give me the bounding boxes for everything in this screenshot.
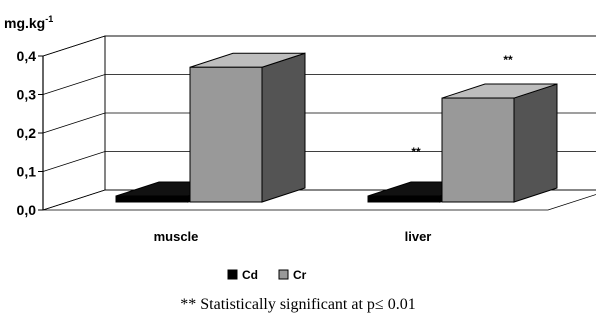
legend-label: Cd — [242, 268, 258, 282]
gridline — [42, 74, 596, 95]
bar-cr-muscle — [189, 52, 306, 203]
y-tick-label: 0,1 — [17, 164, 37, 180]
chart-bars — [115, 52, 558, 203]
bar-front — [189, 66, 263, 203]
chart-legend: Cd Cr — [227, 268, 307, 282]
bar-side — [513, 83, 558, 203]
x-tick-label: liver — [405, 229, 432, 244]
chart-annotations: ** ** — [411, 53, 513, 159]
bar-front — [367, 195, 441, 203]
bar-front — [115, 195, 189, 203]
bar-front — [441, 97, 515, 203]
significance-marker: ** — [411, 145, 421, 159]
legend-item-cr: Cr — [278, 268, 307, 282]
y-axis-ticks: 0,0 0,1 0,2 0,3 0,4 — [17, 48, 43, 218]
legend-item-cd: Cd — [227, 268, 258, 282]
y-tick-label: 0,4 — [17, 48, 37, 64]
footnote: ** Statistically significant at p≤ 0.01 — [180, 296, 416, 313]
bar-cr-liver — [441, 83, 558, 203]
y-tick-label: 0,0 — [17, 202, 37, 218]
y-axis-title: mg.kg-1 — [4, 14, 53, 31]
legend-swatch — [278, 269, 289, 280]
floor — [42, 189, 596, 211]
chart: 0,0 0,1 0,2 0,3 0,4 muscle liver ** ** mg.kg-1… — [4, 14, 596, 282]
significance-marker: ** — [503, 53, 513, 67]
x-tick-label: muscle — [154, 229, 199, 244]
y-tick-label: 0,2 — [17, 125, 37, 141]
y-tick-label: 0,3 — [17, 87, 37, 103]
legend-swatch — [227, 269, 238, 280]
bar-side — [261, 52, 306, 203]
x-axis-labels: muscle liver — [154, 229, 432, 244]
gridline — [42, 35, 596, 57]
legend-label: Cr — [293, 268, 307, 282]
